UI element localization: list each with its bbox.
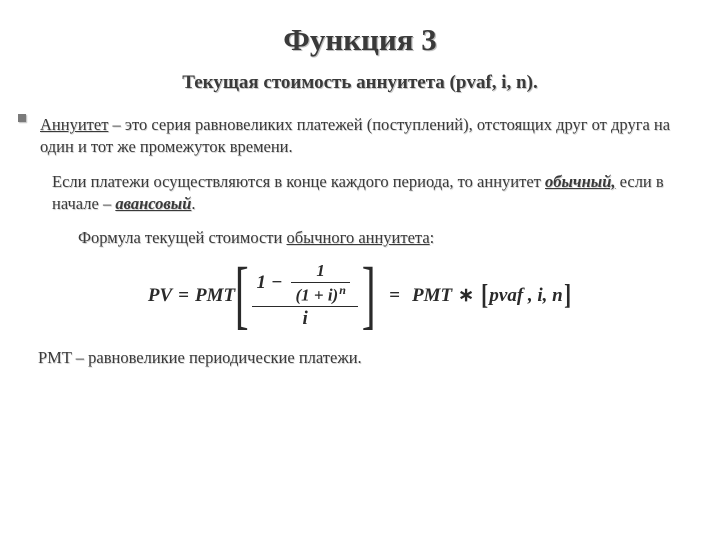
inner-num: 1 bbox=[312, 261, 329, 281]
left-bracket-sm: [ bbox=[481, 280, 488, 312]
inner-den-base: (1 + i) bbox=[295, 286, 338, 305]
rhs-inner: pvaf , i, n bbox=[489, 285, 562, 307]
formula-intro-paragraph: Формула текущей стоимости обычного аннуи… bbox=[78, 227, 682, 249]
footnote: PMT – равновеликие периодические платежи… bbox=[38, 348, 682, 368]
right-bracket: ] bbox=[362, 266, 376, 325]
annuity-types-paragraph: Если платежи осуществляются в конце кажд… bbox=[52, 171, 682, 216]
para2-a: Если платежи осуществляются в конце кажд… bbox=[52, 172, 545, 191]
para2-advance: авансовый bbox=[115, 194, 191, 213]
inner-fraction: 1 (1 + i)n bbox=[291, 261, 349, 305]
bullet-marker bbox=[18, 114, 26, 122]
num-minus: − bbox=[271, 272, 283, 294]
para3-b: обычного аннуитета bbox=[286, 228, 429, 247]
definition-paragraph: Аннуитет – это серия равновеликих платеж… bbox=[40, 114, 682, 159]
definition-term: Аннуитет bbox=[40, 115, 108, 134]
num-one: 1 bbox=[256, 272, 266, 294]
formula-eq2: = bbox=[389, 285, 400, 307]
right-bracket-sm: ] bbox=[564, 280, 571, 312]
inner-den-exp: n bbox=[339, 283, 346, 297]
formula-bracket: [ 1 − 1 (1 + i)n i ] bbox=[235, 261, 375, 330]
para3-a: Формула текущей стоимости bbox=[78, 228, 286, 247]
outer-fraction: 1 − 1 (1 + i)n i bbox=[252, 261, 357, 330]
formula-lhs: PV bbox=[148, 285, 172, 307]
formula-pmt1: PMT bbox=[195, 285, 235, 307]
formula: PV = PMT [ 1 − 1 (1 + i)n i bbox=[148, 261, 572, 330]
outer-numerator: 1 − 1 (1 + i)n bbox=[252, 261, 357, 305]
formula-star: ∗ bbox=[458, 284, 474, 307]
page-subtitle: Текущая стоимость аннуитета (pvaf, i, n)… bbox=[38, 72, 682, 94]
formula-pmt2: PMT bbox=[412, 285, 452, 307]
outer-den: i bbox=[299, 308, 312, 330]
inner-den: (1 + i)n bbox=[291, 284, 349, 305]
para2-e: . bbox=[191, 194, 195, 213]
formula-rhs: PMT ∗ [ pvaf , i, n ] bbox=[412, 280, 572, 312]
left-bracket: [ bbox=[235, 266, 249, 325]
formula-eq1: = bbox=[178, 285, 189, 307]
page-title: Функция 3 bbox=[38, 22, 682, 58]
para2-ordinary: обычный, bbox=[545, 172, 616, 191]
definition-text: – это серия равновеликих платежей (посту… bbox=[40, 115, 670, 156]
outer-bar bbox=[252, 306, 357, 307]
formula-container: PV = PMT [ 1 − 1 (1 + i)n i bbox=[38, 261, 682, 330]
para3-c: : bbox=[430, 228, 435, 247]
